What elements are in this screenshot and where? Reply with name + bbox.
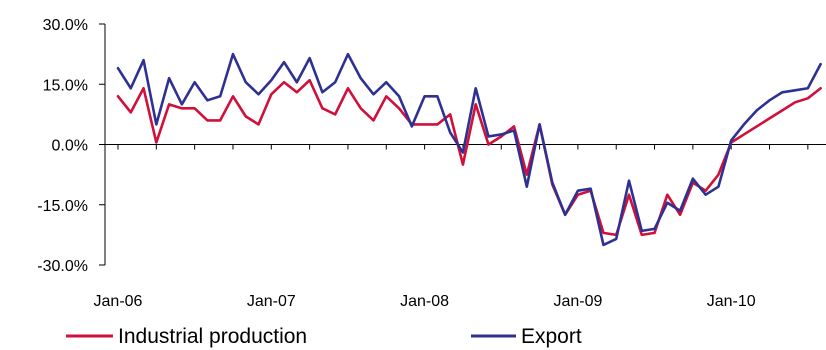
y-axis: 30.0% 15.0% 0.0% -15.0% -30.0% (37, 17, 106, 275)
x-tick-label: Jan-09 (553, 293, 602, 310)
y-tick-label: 30.0% (43, 17, 88, 34)
series-line-export (116, 52, 822, 247)
x-tick-label: Jan-08 (400, 293, 449, 310)
x-tick-label: Jan-07 (247, 293, 296, 310)
legend-label-export: Export (521, 325, 582, 348)
legend: Industrial production Export (66, 325, 582, 348)
legend-label-industrial-production: Industrial production (118, 325, 307, 348)
y-tick-label: 15.0% (43, 77, 88, 94)
y-tick-label: 0.0% (52, 138, 88, 155)
plot-series (116, 52, 822, 247)
x-tick-label: Jan-06 (94, 293, 143, 310)
y-tick-label: -15.0% (37, 198, 88, 215)
series-line-industrial-production (116, 78, 822, 237)
y-tick-label: -30.0% (37, 258, 88, 275)
x-axis: Jan-06 Jan-07 Jan-08 Jan-09 Jan-10 (94, 144, 826, 310)
x-tick-label: Jan-10 (707, 293, 756, 310)
